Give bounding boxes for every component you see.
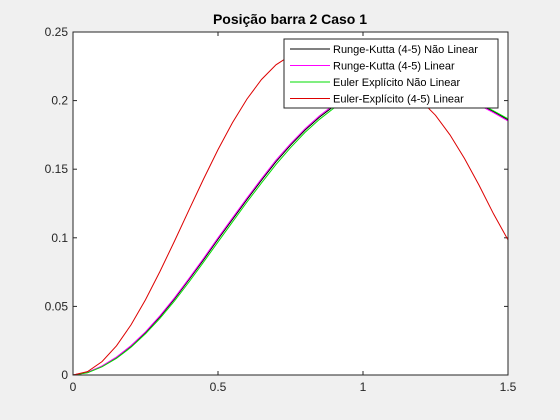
x-tick-label: 0.5 (210, 380, 227, 394)
y-tick-label: 0.1 (51, 231, 68, 245)
y-tick-label: 0 (61, 368, 68, 382)
y-tick-label: 0.2 (51, 94, 68, 108)
legend-label: Euler-Explícito (4-5) Linear (333, 94, 464, 106)
plot-border (72, 31, 509, 376)
x-tick-label: 0 (70, 380, 77, 394)
y-tick-label: 0.25 (45, 25, 69, 39)
legend-label: Runge-Kutta (4-5) Não Linear (333, 44, 478, 56)
legend-box (283, 38, 499, 109)
legend-label: Euler Explícito Não Linear (333, 77, 461, 89)
y-tick-label: 0.05 (45, 299, 69, 313)
x-axis-ticks: 0 0.5 1 1.5 (70, 32, 517, 394)
x-tick-label: 1 (360, 380, 367, 394)
y-axis-ticks: 0 0.05 0.1 0.15 0.2 0.25 (45, 25, 508, 382)
x-tick-label: 1.5 (500, 380, 517, 394)
legend: Runge-Kutta (4-5) Não Linear Runge-Kutta … (283, 38, 499, 109)
legend-label: Runge-Kutta (4-5) Linear (333, 61, 455, 73)
chart-title: Posição barra 2 Caso 1 (213, 11, 367, 27)
y-tick-label: 0.15 (45, 162, 69, 176)
